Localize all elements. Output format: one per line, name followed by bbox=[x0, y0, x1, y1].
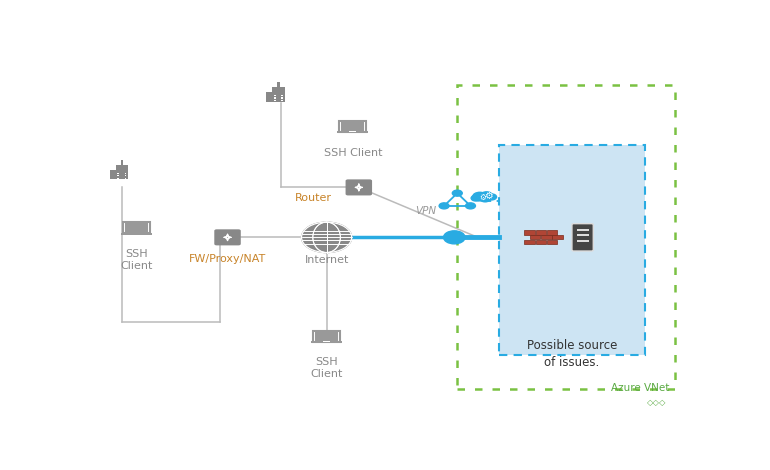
FancyBboxPatch shape bbox=[547, 240, 557, 244]
FancyBboxPatch shape bbox=[110, 170, 115, 180]
FancyBboxPatch shape bbox=[350, 131, 357, 132]
FancyBboxPatch shape bbox=[524, 230, 535, 235]
Circle shape bbox=[487, 194, 497, 200]
FancyBboxPatch shape bbox=[313, 331, 340, 342]
FancyBboxPatch shape bbox=[536, 240, 546, 244]
FancyBboxPatch shape bbox=[117, 175, 119, 176]
FancyBboxPatch shape bbox=[122, 233, 152, 235]
Circle shape bbox=[471, 195, 480, 201]
FancyBboxPatch shape bbox=[272, 87, 285, 102]
FancyBboxPatch shape bbox=[126, 223, 149, 233]
FancyBboxPatch shape bbox=[311, 341, 342, 343]
FancyBboxPatch shape bbox=[337, 131, 368, 133]
FancyBboxPatch shape bbox=[120, 160, 123, 165]
FancyBboxPatch shape bbox=[281, 97, 283, 99]
Text: SSH
Client: SSH Client bbox=[310, 357, 343, 379]
Text: ⚙: ⚙ bbox=[480, 193, 487, 202]
FancyBboxPatch shape bbox=[499, 145, 645, 355]
Text: Possible source
of issues.: Possible source of issues. bbox=[527, 339, 617, 368]
FancyBboxPatch shape bbox=[577, 229, 588, 231]
FancyBboxPatch shape bbox=[524, 240, 535, 244]
FancyBboxPatch shape bbox=[273, 95, 276, 96]
Text: Azure VNet: Azure VNet bbox=[611, 383, 669, 393]
FancyBboxPatch shape bbox=[281, 95, 283, 96]
FancyBboxPatch shape bbox=[123, 222, 150, 233]
FancyBboxPatch shape bbox=[273, 97, 276, 99]
Circle shape bbox=[480, 192, 492, 199]
FancyBboxPatch shape bbox=[125, 173, 126, 174]
Circle shape bbox=[466, 203, 475, 209]
FancyBboxPatch shape bbox=[530, 235, 541, 240]
FancyBboxPatch shape bbox=[552, 235, 563, 240]
FancyBboxPatch shape bbox=[273, 100, 276, 102]
FancyBboxPatch shape bbox=[346, 180, 372, 196]
FancyBboxPatch shape bbox=[281, 100, 283, 102]
FancyBboxPatch shape bbox=[125, 175, 126, 176]
Circle shape bbox=[480, 195, 490, 202]
FancyBboxPatch shape bbox=[214, 229, 241, 245]
Text: SSH
Client: SSH Client bbox=[121, 249, 153, 271]
Text: FW/Proxy/NAT: FW/Proxy/NAT bbox=[189, 254, 266, 264]
FancyBboxPatch shape bbox=[323, 341, 330, 342]
FancyBboxPatch shape bbox=[536, 230, 546, 235]
Circle shape bbox=[439, 203, 449, 209]
Text: Router: Router bbox=[295, 193, 332, 203]
FancyBboxPatch shape bbox=[341, 122, 364, 131]
FancyBboxPatch shape bbox=[340, 121, 367, 132]
FancyBboxPatch shape bbox=[116, 165, 129, 180]
FancyBboxPatch shape bbox=[117, 178, 119, 179]
FancyBboxPatch shape bbox=[277, 82, 280, 87]
FancyBboxPatch shape bbox=[117, 173, 119, 174]
FancyBboxPatch shape bbox=[266, 92, 272, 102]
Circle shape bbox=[452, 190, 462, 196]
Text: ⚙: ⚙ bbox=[484, 191, 493, 201]
FancyBboxPatch shape bbox=[577, 240, 588, 242]
FancyBboxPatch shape bbox=[125, 178, 126, 179]
FancyBboxPatch shape bbox=[547, 230, 557, 235]
FancyBboxPatch shape bbox=[577, 235, 588, 236]
FancyBboxPatch shape bbox=[541, 235, 551, 240]
Text: VPN: VPN bbox=[416, 206, 437, 216]
FancyBboxPatch shape bbox=[572, 224, 593, 251]
FancyBboxPatch shape bbox=[315, 332, 338, 341]
Circle shape bbox=[473, 192, 487, 201]
Circle shape bbox=[302, 222, 352, 252]
Text: Internet: Internet bbox=[304, 255, 349, 265]
Text: SSH Client: SSH Client bbox=[323, 148, 382, 157]
Text: ◇◇◇: ◇◇◇ bbox=[647, 399, 666, 407]
Circle shape bbox=[444, 231, 465, 244]
